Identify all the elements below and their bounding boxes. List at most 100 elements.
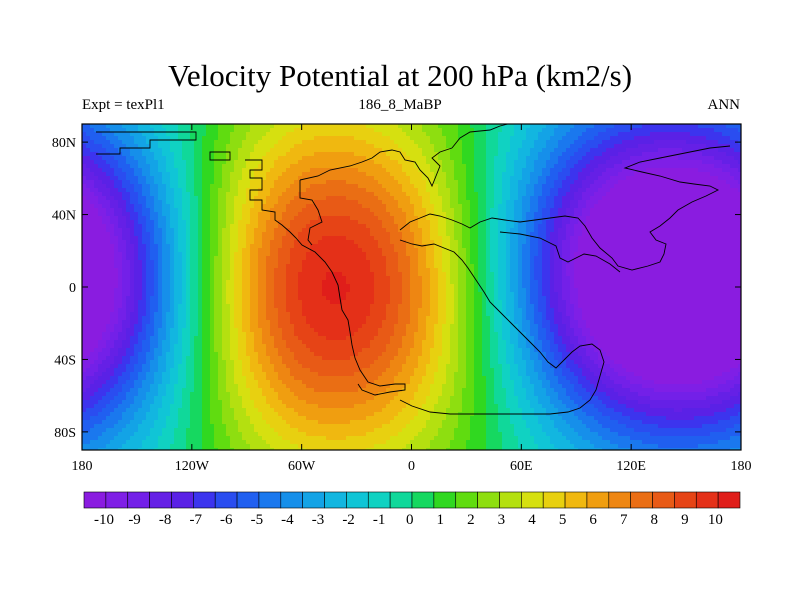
field-cell xyxy=(294,180,299,185)
field-cell xyxy=(346,160,351,165)
field-cell xyxy=(110,164,115,169)
field-cell xyxy=(274,204,279,209)
field-cell xyxy=(322,124,327,129)
field-cell xyxy=(98,220,103,225)
field-cell xyxy=(90,136,95,141)
field-cell xyxy=(94,132,99,137)
field-cell xyxy=(418,240,423,245)
field-cell xyxy=(118,200,123,205)
field-cell xyxy=(386,200,391,205)
field-cell xyxy=(502,208,507,213)
field-cell xyxy=(654,152,659,157)
field-cell xyxy=(562,156,567,161)
field-cell xyxy=(138,244,143,249)
field-cell xyxy=(398,160,403,165)
field-cell xyxy=(254,136,259,141)
field-cell xyxy=(110,132,115,137)
field-cell xyxy=(102,136,107,141)
field-cell xyxy=(346,228,351,233)
field-cell xyxy=(334,224,339,229)
field-cell xyxy=(710,172,715,177)
field-cell xyxy=(182,156,187,161)
field-cell xyxy=(98,184,103,189)
field-cell xyxy=(682,228,687,233)
field-cell xyxy=(430,168,435,173)
field-cell xyxy=(670,176,675,181)
field-cell xyxy=(674,220,679,225)
field-cell xyxy=(442,188,447,193)
field-cell xyxy=(302,240,307,245)
field-cell xyxy=(698,164,703,169)
field-cell xyxy=(170,204,175,209)
field-cell xyxy=(702,216,707,221)
field-cell xyxy=(114,236,119,241)
field-cell xyxy=(646,220,651,225)
field-cell xyxy=(562,152,567,157)
field-cell xyxy=(206,184,211,189)
field-cell xyxy=(686,172,691,177)
field-cell xyxy=(282,216,287,221)
field-cell xyxy=(474,144,479,149)
field-cell xyxy=(242,148,247,153)
field-cell xyxy=(122,152,127,157)
field-cell xyxy=(566,160,571,165)
field-cell xyxy=(370,196,375,201)
field-cell xyxy=(710,128,715,133)
field-cell xyxy=(150,140,155,145)
field-cell xyxy=(426,180,431,185)
field-cell xyxy=(690,132,695,137)
field-cell xyxy=(166,140,171,145)
field-cell xyxy=(146,220,151,225)
field-cell xyxy=(374,220,379,225)
field-cell xyxy=(582,176,587,181)
field-cell xyxy=(362,128,367,133)
field-cell xyxy=(326,236,331,241)
field-cell xyxy=(198,208,203,213)
field-cell xyxy=(518,160,523,165)
field-cell xyxy=(118,204,123,209)
field-cell xyxy=(530,128,535,133)
field-cell xyxy=(606,124,611,129)
field-cell xyxy=(598,208,603,213)
field-cell xyxy=(494,132,499,137)
field-cell xyxy=(430,160,435,165)
field-cell xyxy=(342,124,347,129)
field-cell xyxy=(114,168,119,173)
field-cell xyxy=(322,144,327,149)
field-cell xyxy=(630,164,635,169)
field-cell xyxy=(166,148,171,153)
field-cell xyxy=(302,188,307,193)
field-cell xyxy=(642,208,647,213)
field-cell xyxy=(614,180,619,185)
field-cell xyxy=(682,224,687,229)
field-cell xyxy=(210,152,215,157)
field-cell xyxy=(226,200,231,205)
field-cell xyxy=(130,240,135,245)
field-cell xyxy=(94,160,99,165)
field-cell xyxy=(390,128,395,133)
field-cell xyxy=(154,200,159,205)
field-cell xyxy=(254,232,259,237)
field-cell xyxy=(430,152,435,157)
field-cell xyxy=(534,128,539,133)
field-cell xyxy=(134,224,139,229)
field-cell xyxy=(706,216,711,221)
field-cell xyxy=(142,148,147,153)
field-cell xyxy=(298,156,303,161)
field-cell xyxy=(358,212,363,217)
field-cell xyxy=(242,196,247,201)
field-cell xyxy=(574,140,579,145)
field-cell xyxy=(178,228,183,233)
field-cell xyxy=(586,144,591,149)
field-cell xyxy=(146,212,151,217)
field-cell xyxy=(638,184,643,189)
field-cell xyxy=(658,176,663,181)
field-cell xyxy=(370,148,375,153)
field-cell xyxy=(302,172,307,177)
field-cell xyxy=(166,132,171,137)
field-cell xyxy=(310,148,315,153)
field-cell xyxy=(334,208,339,213)
field-cell xyxy=(406,212,411,217)
field-cell xyxy=(574,180,579,185)
field-cell xyxy=(182,176,187,181)
